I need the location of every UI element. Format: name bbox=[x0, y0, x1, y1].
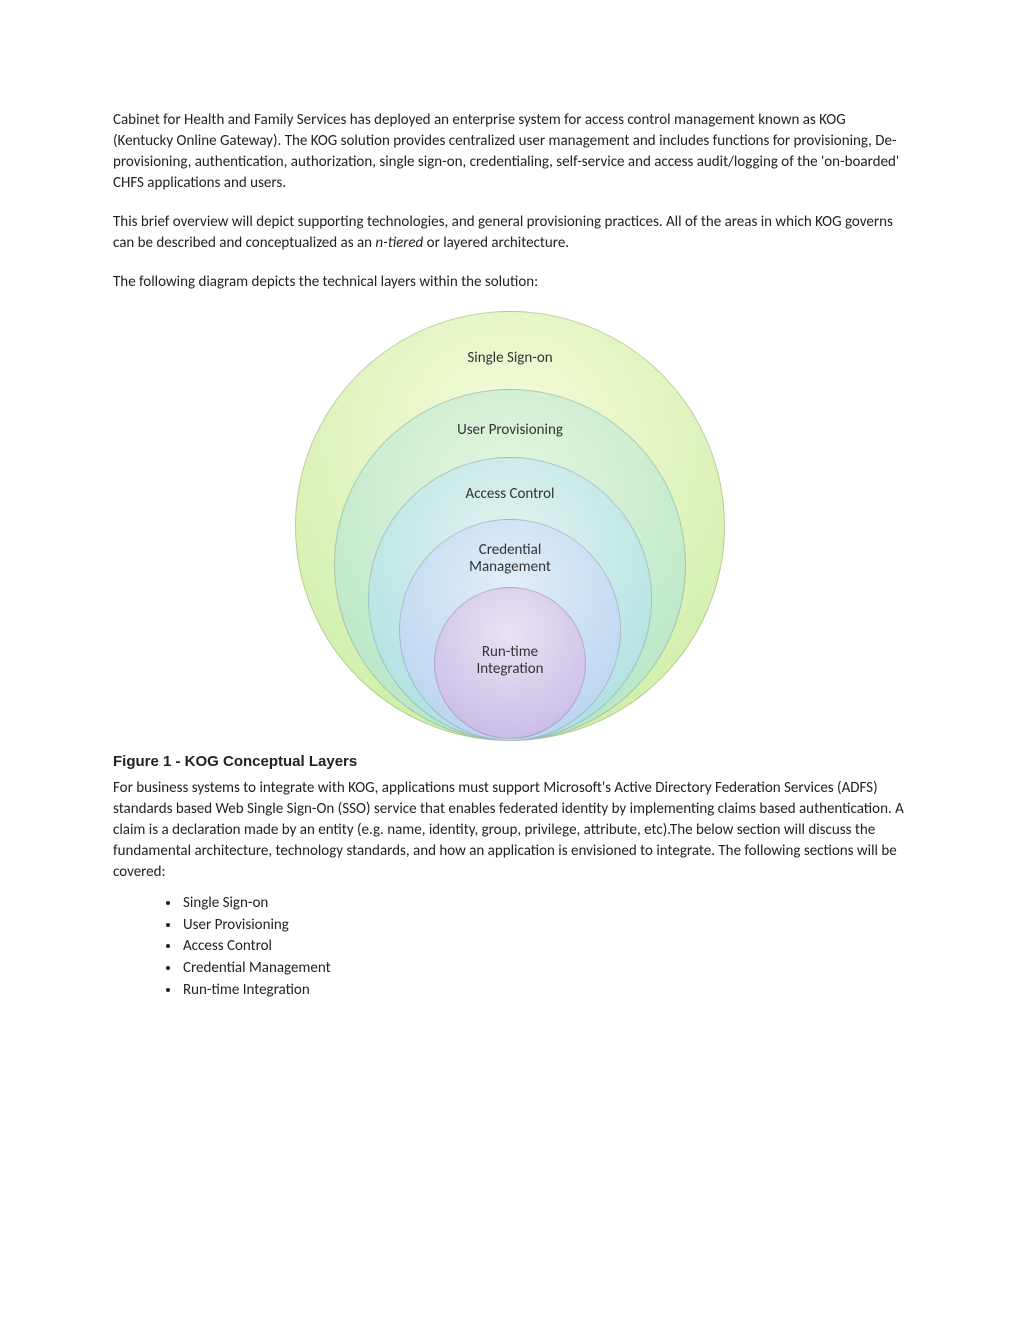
ring-label-0: Single Sign-on bbox=[467, 350, 552, 367]
ring-label-1: User Provisioning bbox=[457, 422, 563, 439]
ring-4: Run-timeIntegration bbox=[434, 587, 586, 739]
page: Cabinet for Health and Family Services h… bbox=[0, 0, 1020, 1320]
list-item: Single Sign-on bbox=[181, 893, 907, 914]
integration-paragraph: For business systems to integrate with K… bbox=[113, 778, 907, 883]
intro-paragraph-1: Cabinet for Health and Family Services h… bbox=[113, 110, 907, 194]
figure-caption: Figure 1 - KOG Conceptual Layers bbox=[113, 751, 907, 772]
ring-label-2: Access Control bbox=[466, 486, 555, 503]
list-item: Access Control bbox=[181, 936, 907, 957]
list-item: Credential Management bbox=[181, 958, 907, 979]
p2-part-b: or layered architecture. bbox=[423, 234, 569, 252]
p2-italic: n-tiered bbox=[375, 234, 423, 252]
diagram-lead-in: The following diagram depicts the techni… bbox=[113, 272, 907, 293]
diagram-container: Single Sign-on User Provisioning Access Co… bbox=[113, 311, 907, 741]
nested-circles-diagram: Single Sign-on User Provisioning Access Co… bbox=[295, 311, 725, 741]
intro-paragraph-2: This brief overview will depict supporti… bbox=[113, 212, 907, 254]
list-item: User Provisioning bbox=[181, 915, 907, 936]
list-item: Run-time Integration bbox=[181, 980, 907, 1001]
ring-label-3: CredentialManagement bbox=[469, 542, 551, 577]
sections-list: Single Sign-onUser ProvisioningAccess Co… bbox=[113, 893, 907, 1000]
ring-label-4: Run-timeIntegration bbox=[476, 644, 543, 679]
